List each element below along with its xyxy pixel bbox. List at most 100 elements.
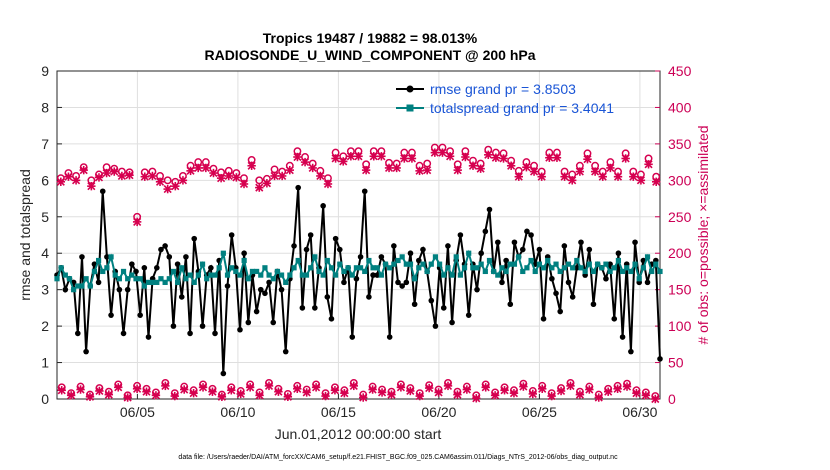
totalspread-point [104, 265, 110, 271]
rmse-point [440, 305, 447, 311]
obs-assimilated-marker [232, 173, 241, 182]
totalspread-point [574, 257, 580, 264]
totalspread-point [607, 268, 613, 275]
obs-assimilated-marker [453, 165, 462, 175]
obs-assimilated-low-marker [406, 386, 415, 396]
rmse-point [644, 279, 651, 286]
totalspread-point [100, 268, 106, 275]
y-axis-left-label: rmse and totalspread [17, 169, 33, 301]
rmse-point [108, 312, 114, 318]
obs-assimilated-marker [384, 163, 394, 173]
obs-assimilated-marker [155, 177, 165, 186]
totalspread-point [628, 268, 634, 275]
obs-assimilated-low-marker [538, 384, 547, 393]
obs-assimilated-marker [575, 167, 585, 176]
totalspread-point [603, 261, 609, 267]
totalspread-point [283, 279, 289, 285]
totalspread-point [79, 283, 85, 289]
totalspread-point [453, 254, 459, 260]
y-axis-right: 0 50 100 150 200 250 300 350 400 450 [655, 63, 692, 407]
totalspread-point [291, 265, 297, 271]
rmse-point [312, 305, 318, 311]
y-tick-label-right: 450 [668, 63, 692, 79]
y-tick-label-right: 150 [668, 282, 692, 298]
rmse-point [154, 265, 160, 271]
obs-assimilated-marker [64, 172, 73, 181]
totalspread-point [495, 272, 501, 278]
obs-assimilated-low-marker [123, 393, 132, 402]
y-tick-label-left: 9 [41, 63, 49, 79]
rmse-point [95, 279, 102, 286]
totalspread-point [362, 268, 368, 275]
obs-assimilated-marker [392, 163, 401, 173]
obs-assimilated-low-marker [114, 383, 123, 392]
rmse-point [561, 243, 568, 249]
obs-assimilated-marker [201, 163, 211, 173]
rmse-point [528, 232, 534, 238]
totalspread-point [249, 268, 256, 275]
totalspread-point [482, 268, 488, 275]
totalspread-point [536, 261, 542, 267]
obs-assimilated-low-marker [632, 388, 641, 398]
totalspread-point [461, 265, 468, 271]
rmse-point [465, 312, 472, 318]
rmse-point [607, 261, 613, 267]
totalspread-point [624, 265, 630, 271]
y-tick-label-left: 6 [41, 172, 49, 188]
totalspread-point [449, 272, 455, 278]
obs-assimilated-low-marker [104, 390, 114, 399]
rmse-point [170, 323, 177, 329]
legend-item-totalspread: totalspread grand pr = 3.4041 [396, 100, 614, 116]
rmse-point [141, 265, 148, 271]
y-tick-label-right: 300 [668, 172, 692, 188]
obs-assimilated-low-marker [509, 388, 519, 398]
totalspread-point [436, 261, 443, 267]
totalspread-point [108, 254, 114, 260]
totalspread-point [328, 265, 335, 271]
obs-assimilated-marker [651, 177, 661, 186]
obs-assimilated-marker [132, 217, 142, 227]
obs-assimilated-low-marker [76, 385, 85, 394]
obs-assimilated-low-marker [613, 384, 622, 393]
totalspread-point [570, 265, 576, 271]
obs-assimilated-marker [369, 152, 378, 161]
obs-assimilated-marker [125, 171, 134, 180]
x-tick-label: 06/10 [220, 404, 255, 420]
totalspread-point [120, 268, 127, 275]
rmse-point [324, 294, 331, 300]
obs-assimilated-low-marker [217, 392, 227, 402]
y-tick-label-right: 350 [668, 136, 692, 152]
rmse-point [145, 334, 152, 340]
obs-assimilated-marker [506, 161, 516, 170]
rmse-point [336, 246, 343, 253]
obs-assimilated-low-marker [566, 381, 575, 391]
obs-assimilated-low-marker [377, 388, 387, 397]
obs-assimilated-low-marker [274, 387, 283, 396]
rmse-point [540, 316, 547, 322]
y-tick-label-right: 250 [668, 209, 692, 225]
obs-assimilated-marker [209, 168, 218, 178]
obs-assimilated-low-marker [472, 394, 481, 403]
totalspread-point [129, 272, 135, 278]
rmse-point [449, 319, 455, 326]
totalspread-point [87, 283, 93, 289]
obs-assimilated-marker [598, 172, 607, 181]
totalspread-point [183, 276, 189, 282]
totalspread-point [270, 276, 276, 282]
obs-assimilated-marker [415, 166, 424, 176]
rmse-point [79, 254, 85, 260]
obs-assimilated-low-marker [556, 386, 566, 396]
obs-assimilated-marker [224, 171, 233, 181]
rmse-point [241, 250, 247, 257]
obs-assimilated-low-marker [198, 383, 208, 392]
y-tick-label-left: 8 [41, 99, 49, 115]
totalspread-point [158, 276, 164, 282]
totalspread-point [241, 257, 247, 264]
rmse-point [282, 348, 289, 355]
rmse-point [557, 308, 563, 315]
chart-title: Tropics 19487 / 19882 = 98.013% [263, 30, 478, 46]
obs-assimilated-marker [560, 172, 569, 181]
rmse-point [565, 279, 572, 286]
obs-assimilated-marker [110, 167, 119, 176]
rmse-point [120, 330, 127, 337]
